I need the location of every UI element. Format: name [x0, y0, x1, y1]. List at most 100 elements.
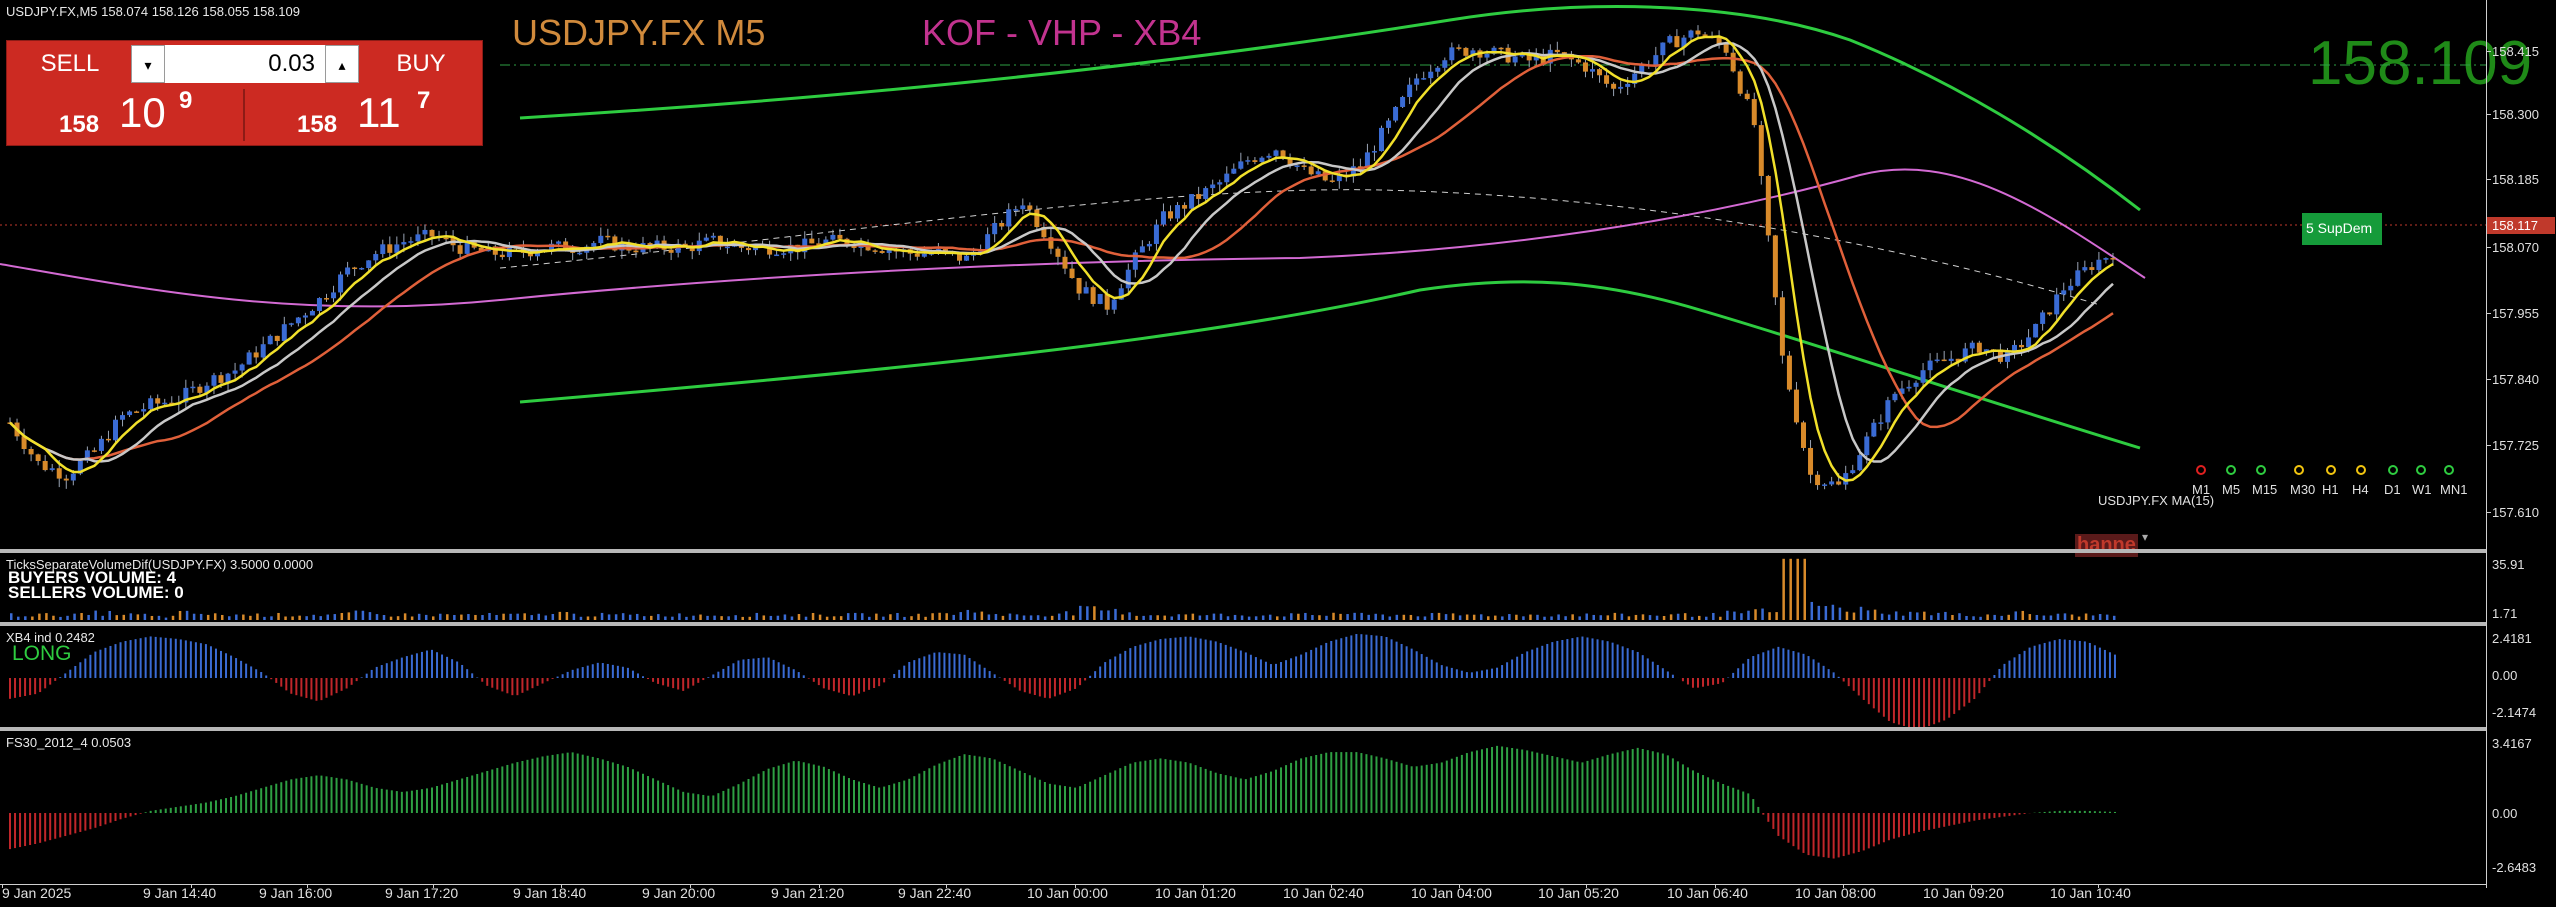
- pane-separator[interactable]: [0, 549, 2486, 553]
- volume-bar: [1901, 615, 1905, 620]
- volume-bar: [1247, 616, 1251, 620]
- volume-bar: [1536, 614, 1539, 620]
- candle: [1737, 71, 1743, 94]
- volume-bar: [1430, 613, 1434, 620]
- candle: [724, 246, 730, 249]
- volume-bar: [1613, 612, 1617, 620]
- buy-button[interactable]: BUY: [396, 50, 446, 77]
- candle: [1287, 158, 1293, 166]
- candle: [281, 324, 287, 341]
- pane-separator[interactable]: [0, 727, 2486, 731]
- volume-bar: [769, 615, 773, 620]
- volume-bar: [2014, 611, 2017, 620]
- timeframe-label[interactable]: M1: [2192, 482, 2211, 497]
- candle: [63, 478, 69, 481]
- volume-bar: [263, 616, 266, 620]
- volume-bar: [417, 613, 421, 620]
- volume-bar: [734, 615, 737, 620]
- volume-bar: [136, 614, 140, 620]
- candle: [274, 335, 280, 341]
- candle: [1048, 237, 1054, 249]
- candle: [1118, 288, 1124, 300]
- price-axis-label: 157.840: [2492, 372, 2539, 387]
- candle: [302, 315, 308, 318]
- candle: [169, 402, 175, 405]
- candle: [668, 249, 674, 253]
- timeframe-label[interactable]: M5: [2222, 482, 2241, 497]
- volume-bar: [706, 615, 709, 620]
- volume-bar: [586, 616, 590, 620]
- bid-price[interactable]: 158 10 9: [11, 87, 245, 141]
- volume-bar: [467, 614, 470, 620]
- volume-bar: [1599, 615, 1603, 620]
- volume-bar: [635, 613, 639, 620]
- candle: [1428, 71, 1434, 79]
- candle: [1006, 209, 1012, 227]
- candle: [2040, 312, 2046, 324]
- candle: [1604, 75, 1610, 84]
- volume-bar: [460, 614, 463, 620]
- sell-button[interactable]: SELL: [40, 50, 100, 77]
- candle: [1062, 256, 1068, 269]
- candle: [2082, 267, 2088, 271]
- candle: [113, 419, 118, 441]
- pane-separator[interactable]: [0, 622, 2486, 626]
- lower-channel-line: [519, 280, 2141, 450]
- timeframe-label[interactable]: MN1: [2440, 482, 2468, 497]
- volume-bar: [657, 614, 660, 620]
- volume-bar: [2028, 614, 2032, 620]
- time-axis-label: 9 Jan 14:40: [143, 885, 217, 901]
- xb4-chart[interactable]: [0, 626, 2486, 727]
- volume-bar: [277, 612, 280, 620]
- timeframe-label[interactable]: M30: [2290, 482, 2316, 497]
- time-axis[interactable]: [0, 884, 2487, 885]
- volume-bar: [797, 614, 801, 620]
- scroll-marker[interactable]: ▾: [2142, 530, 2149, 544]
- volume-bar: [713, 615, 716, 620]
- candle: [535, 252, 540, 257]
- candle: [1400, 97, 1406, 107]
- volume-bar: [1641, 614, 1645, 620]
- volume-bar: [1515, 614, 1518, 620]
- volume-bar: [516, 613, 519, 620]
- timeframe-label[interactable]: M15: [2252, 482, 2278, 497]
- ask-price[interactable]: 158 11 7: [249, 87, 479, 141]
- volume-bar: [1423, 616, 1427, 620]
- lot-decrease-button[interactable]: ▾: [131, 45, 165, 83]
- candle: [1407, 84, 1413, 98]
- volume-bar: [1226, 616, 1230, 620]
- volume-bar: [2042, 615, 2046, 620]
- candle: [774, 254, 780, 257]
- ma-label: USDJPY.FX MA(15): [2098, 493, 2215, 508]
- timeframe-label[interactable]: W1: [2412, 482, 2432, 497]
- main-chart[interactable]: [0, 0, 2486, 565]
- volume-bar: [600, 612, 604, 620]
- price-axis[interactable]: [2486, 0, 2556, 888]
- volume-chart[interactable]: [0, 553, 2486, 622]
- volume-bar: [938, 612, 941, 620]
- volume-bar: [1458, 615, 1462, 620]
- trend-dashed-line: [499, 189, 2101, 306]
- timeframe-label[interactable]: D1: [2384, 482, 2401, 497]
- volume-bar: [178, 610, 182, 620]
- candle: [1857, 455, 1863, 471]
- volume-bar: [720, 616, 723, 620]
- candle: [1125, 269, 1131, 289]
- volume-bar: [839, 616, 843, 620]
- volume-bar: [446, 614, 449, 620]
- volume-bar: [671, 616, 674, 620]
- candle: [914, 253, 920, 257]
- volume-bar: [1346, 614, 1349, 620]
- volume-bar: [495, 614, 498, 620]
- candle: [985, 234, 991, 252]
- timeframe-label[interactable]: H1: [2322, 482, 2339, 497]
- supdem-box[interactable]: [2302, 213, 2382, 245]
- volume-bar: [382, 615, 386, 620]
- lot-size-input[interactable]: 0.03: [165, 45, 325, 83]
- timeframe-label[interactable]: H4: [2352, 482, 2369, 497]
- lot-increase-button[interactable]: ▴: [325, 45, 359, 83]
- fs30-axis-mid: 0.00: [2492, 806, 2518, 821]
- candle: [492, 246, 498, 255]
- candle: [1955, 358, 1961, 362]
- fs30-chart[interactable]: [0, 731, 2486, 884]
